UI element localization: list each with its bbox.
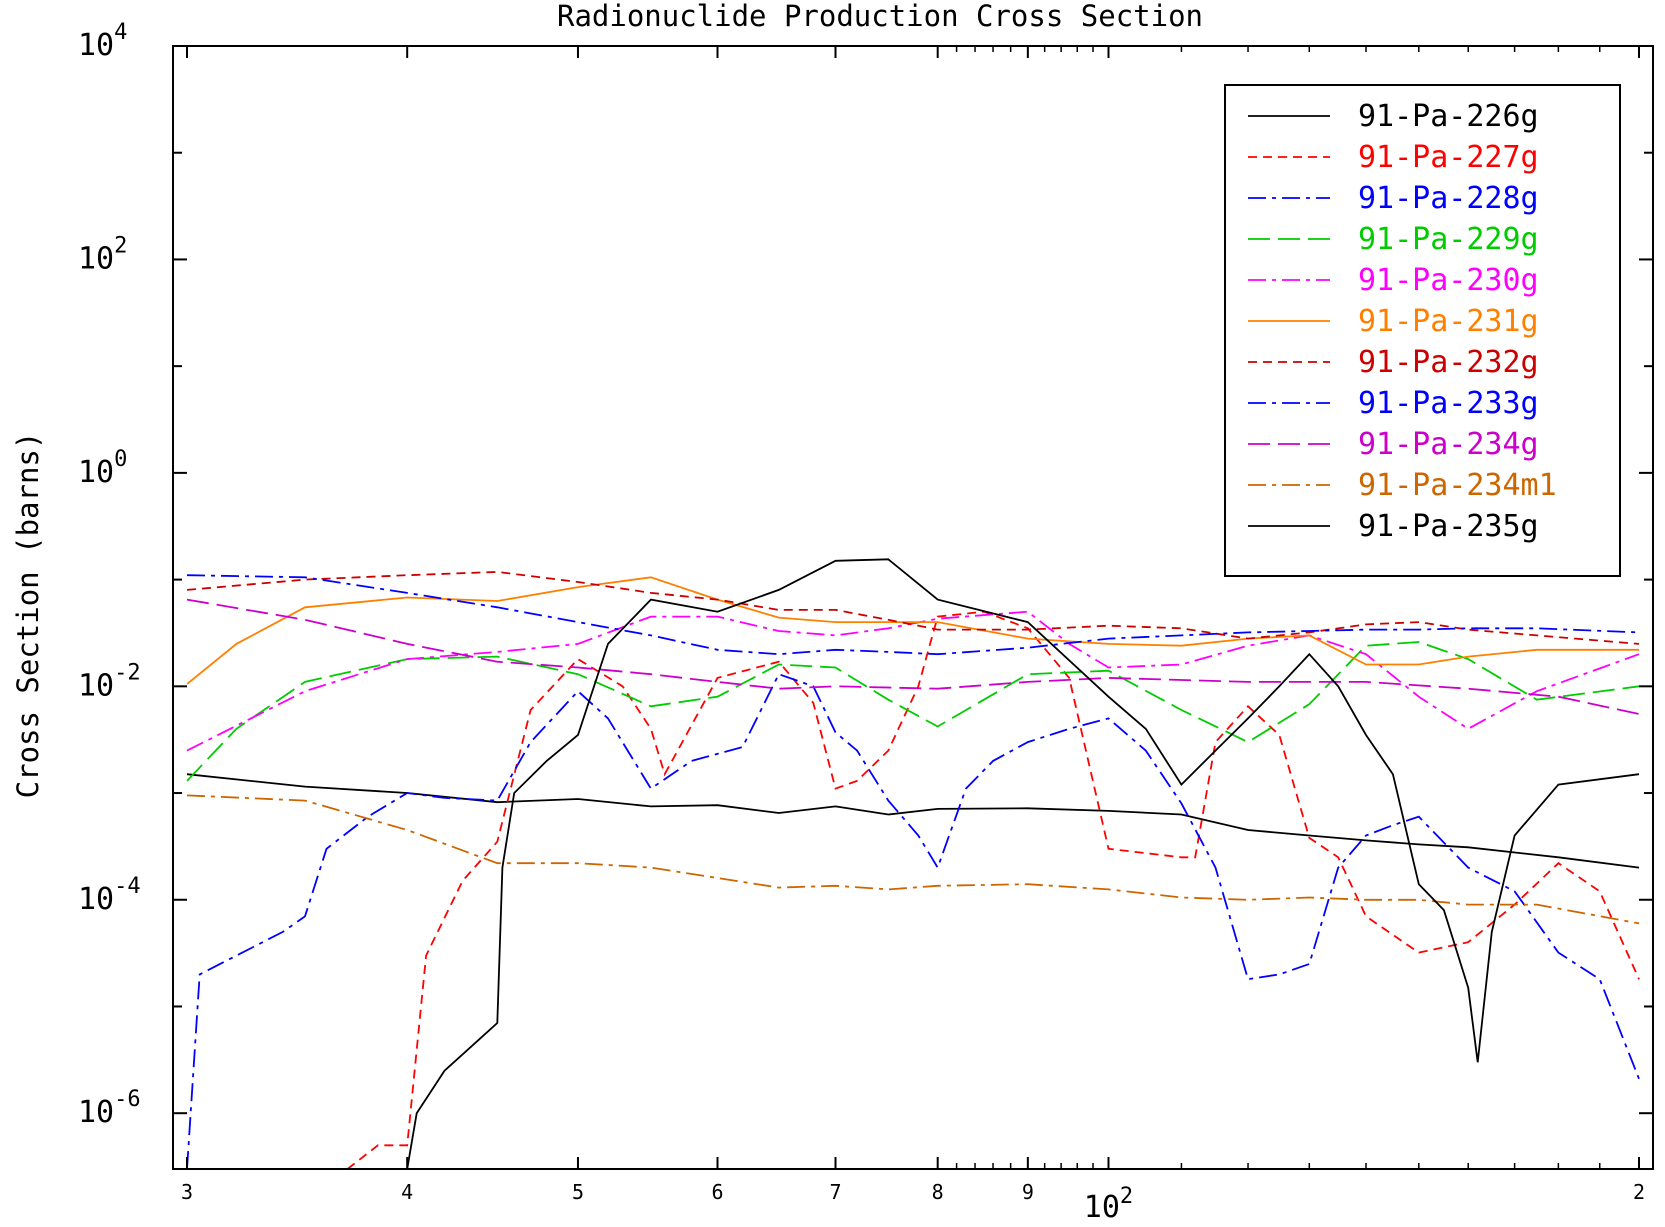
legend-label: 91-Pa-231g: [1358, 304, 1539, 339]
x-tick-labels: 3 4 5 6 7 8 9 102 2: [181, 1180, 1645, 1225]
legend-label: 91-Pa-227g: [1358, 140, 1539, 175]
series-line-11: [406, 558, 1640, 1169]
y-tick-label: 10-6: [78, 1087, 141, 1130]
x-tick-label: 2: [1633, 1180, 1645, 1204]
y-axis-label: Cross Section (barns): [11, 432, 45, 799]
y-tick-label: 10-2: [78, 660, 141, 703]
legend-label: 91-Pa-229g: [1358, 222, 1539, 257]
legend-label: 91-Pa-235g: [1358, 509, 1539, 544]
series-line-8: [186, 574, 1640, 656]
legend-label: 91-Pa-230g: [1358, 263, 1539, 298]
axis-layer: [173, 45, 1653, 1169]
legend-label: 91-Pa-234m1: [1358, 468, 1557, 503]
x-tick-label: 5: [572, 1180, 584, 1204]
legend: 91-Pa-226g 91-Pa-227g 91-Pa-228g 91-Pa-229g…: [1224, 84, 1621, 577]
series-line-4: [186, 641, 1640, 782]
legend-label: 91-Pa-232g: [1358, 345, 1539, 380]
x-tick-label: 9: [1022, 1180, 1034, 1204]
plot-frame: [172, 45, 1654, 1170]
series-line-5: [186, 610, 1640, 752]
legend-label: 91-Pa-226g: [1358, 99, 1539, 134]
series-line-3: [186, 673, 1640, 1169]
series-line-10: [186, 794, 1640, 925]
legend-label: 91-Pa-228g: [1358, 181, 1539, 216]
x-tick-label: 3: [181, 1180, 193, 1204]
series-line-1: [186, 773, 1640, 869]
series-line-7: [186, 570, 1640, 645]
legend-label: 91-Pa-233g: [1358, 386, 1539, 421]
y-tick-label: 102: [78, 233, 127, 276]
series-line-2: [346, 610, 1640, 1169]
y-tick-label: 100: [78, 447, 127, 490]
legend-label: 91-Pa-234g: [1358, 427, 1539, 462]
series-line-9: [186, 598, 1640, 715]
chart-title: Radionuclide Production Cross Section: [557, 0, 1203, 33]
series-layer: [186, 558, 1640, 1169]
x-tick-label: 4: [401, 1180, 413, 1204]
y-tick-label: 104: [78, 20, 127, 63]
x-tick-label: 7: [829, 1180, 841, 1204]
y-tick-label: 10-4: [78, 874, 141, 917]
x-tick-label: 8: [932, 1180, 944, 1204]
y-tick-labels: 104 102 100 10-2 10-4 10-6: [78, 20, 141, 1130]
x-tick-label: 102: [1084, 1184, 1133, 1225]
x-tick-label: 6: [711, 1180, 723, 1204]
legend-box: [1224, 84, 1621, 577]
series-line-6: [186, 576, 1639, 685]
